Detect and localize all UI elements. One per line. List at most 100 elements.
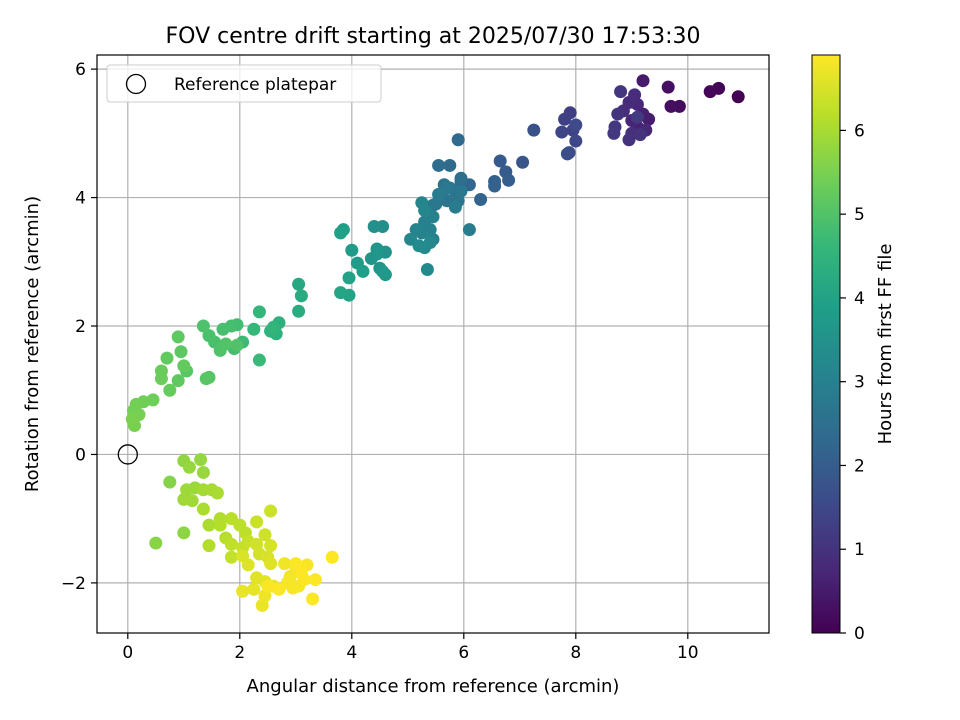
scatter-point	[378, 268, 392, 282]
scatter-point	[185, 494, 199, 508]
scatter-point	[703, 85, 717, 99]
scatter-point	[325, 550, 339, 564]
colorbar-gradient	[812, 55, 840, 633]
scatter-point	[261, 579, 275, 593]
scatter-point	[266, 320, 280, 334]
scatter-point	[174, 345, 188, 359]
scatter-point	[224, 550, 238, 564]
scatter-point	[308, 573, 322, 587]
scatter-point	[202, 329, 216, 343]
scatter-point	[224, 537, 238, 551]
scatter-point	[171, 330, 185, 344]
scatter-point	[202, 518, 216, 532]
y-axis-ticks: −2 0 2 4 6	[61, 60, 97, 594]
scatter-point	[516, 155, 530, 169]
scatter-point	[731, 90, 745, 104]
scatter-point	[420, 263, 434, 277]
scatter-point	[219, 337, 233, 351]
scatter-point	[342, 271, 356, 285]
scatter-point	[356, 264, 370, 278]
y-tick-label: 2	[75, 317, 86, 337]
scatter-point	[451, 133, 465, 147]
scatter-point	[177, 359, 191, 373]
scatter-point	[448, 200, 462, 214]
grid	[97, 55, 769, 633]
scatter-point	[527, 123, 541, 137]
y-tick-label: −2	[61, 574, 86, 594]
scatter-point	[286, 581, 300, 595]
scatter-point	[264, 504, 278, 518]
colorbar-tick-label: 0	[854, 624, 865, 644]
y-tick-label: 4	[75, 189, 86, 209]
scatter-points	[117, 74, 745, 612]
x-tick-label: 2	[234, 643, 245, 663]
scatter-point	[264, 539, 278, 553]
scatter-point	[177, 526, 191, 540]
x-tick-label: 4	[346, 643, 357, 663]
scatter-point	[278, 557, 292, 571]
scatter-point	[294, 289, 308, 303]
scatter-point	[443, 158, 457, 172]
scatter-point	[569, 134, 583, 148]
scatter-point	[171, 374, 185, 388]
scatter-point	[664, 99, 678, 113]
scatter-point	[488, 179, 502, 193]
scatter-point	[182, 460, 196, 474]
scatter-point	[306, 592, 320, 606]
x-tick-label: 10	[677, 643, 699, 663]
scatter-point	[636, 74, 650, 88]
scatter-point	[432, 158, 446, 172]
scatter-point	[241, 558, 255, 572]
legend-box	[106, 64, 382, 103]
colorbar: 0 1 2 3 4 5 6 Hours from first FF file	[811, 54, 896, 644]
scatter-point	[258, 528, 272, 542]
scatter-point	[210, 486, 224, 500]
scatter-point	[194, 453, 208, 467]
scatter-point	[555, 125, 569, 139]
scatter-point	[607, 126, 621, 140]
scatter-point	[149, 536, 163, 550]
scatter-point	[630, 110, 644, 124]
scatter-point	[474, 193, 488, 206]
scatter-point	[196, 465, 210, 479]
scatter-point	[294, 566, 308, 580]
scatter-point	[611, 107, 625, 121]
y-axis-label: Rotation from reference (arcmin)	[22, 196, 43, 492]
scatter-point	[160, 351, 174, 365]
scatter-point	[292, 277, 306, 291]
scatter-point	[412, 239, 426, 253]
colorbar-tick-label: 4	[854, 289, 865, 309]
scatter-point	[334, 226, 348, 240]
scatter-point	[202, 539, 216, 553]
scatter-point	[367, 219, 381, 233]
legend-marker	[125, 73, 147, 95]
scatter-point	[252, 353, 266, 367]
legend-entry-label: Reference platepar	[174, 75, 336, 95]
scatter-point	[199, 372, 213, 386]
x-axis-ticks: 0 2 4 6 8 10	[122, 633, 699, 663]
scatter-point	[569, 118, 583, 132]
scatter-point	[272, 582, 286, 596]
plot-frame	[96, 54, 770, 634]
scatter-point	[614, 85, 628, 99]
scatter-point	[289, 557, 303, 571]
colorbar-tick-label: 3	[854, 373, 865, 393]
scatter-point	[292, 304, 306, 318]
scatter-point	[196, 319, 210, 333]
scatter-point	[622, 133, 636, 147]
scatter-point	[163, 475, 177, 489]
scatter-point	[661, 80, 675, 94]
scatter-point	[125, 412, 139, 426]
scatter-point	[462, 223, 476, 237]
colorbar-tick-label: 1	[854, 540, 865, 560]
scatter-point	[196, 502, 210, 516]
scatter-point	[502, 173, 516, 187]
colorbar-ticks: 0 1 2 3 4 5 6	[840, 121, 865, 644]
scatter-point	[418, 203, 432, 217]
colorbar-frame	[811, 54, 841, 634]
scatter-point	[493, 154, 507, 168]
scatter-point	[213, 518, 227, 532]
scatter-point	[628, 88, 642, 102]
colorbar-tick-label: 5	[854, 205, 865, 225]
